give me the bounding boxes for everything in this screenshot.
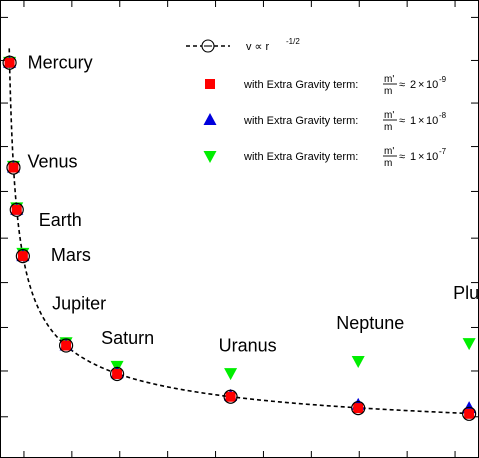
planet-labels: Mercury Venus Earth Mars Jupiter Saturn Uranus…: [27, 53, 479, 356]
point-square-venus: [8, 162, 19, 173]
point-square-saturn: [112, 368, 123, 379]
point-square-uranus: [225, 391, 236, 402]
planet-label-venus: Venus: [27, 152, 77, 172]
legend-ratio-base: 1: [410, 115, 416, 127]
legend-ratio-numerator: m': [384, 146, 394, 157]
point-square-pluto: [464, 408, 475, 419]
point-model-saturn: [109, 366, 125, 382]
planet-label-pluto: Pluto: [453, 283, 479, 303]
legend-ratio-denominator: m: [384, 86, 392, 97]
legend-model-label: v ∝ r: [246, 41, 269, 53]
point-model-earth: [9, 202, 24, 217]
point-model-mars: [15, 249, 30, 264]
point-triangle-down-uranus: [224, 368, 238, 381]
legend-ratio-numerator: m': [384, 74, 394, 85]
legend-marker-triangle-down: [203, 151, 217, 163]
point-triangle-down-neptune: [351, 355, 365, 368]
point-model-pluto: [462, 406, 477, 421]
legend-marker-triangle-up: [203, 113, 217, 125]
planet-label-mercury: Mercury: [28, 53, 93, 73]
legend-series-label: with Extra Gravity term:: [243, 79, 358, 91]
point-triangle-down-pluto: [462, 338, 476, 351]
point-square-mars: [17, 251, 28, 262]
planet-label-earth: Earth: [39, 210, 82, 230]
legend-ratio-base: 2: [410, 79, 416, 91]
legend-approx: ≈: [399, 79, 405, 91]
legend-ratio-denominator: m: [384, 122, 392, 133]
planet-label-neptune: Neptune: [336, 313, 404, 333]
point-square-neptune: [353, 403, 364, 414]
point-model-neptune: [351, 401, 366, 416]
legend-marker-square: [205, 79, 215, 89]
point-square-earth: [11, 204, 22, 215]
point-model-mercury: [2, 55, 17, 70]
legend-ratio-denominator: m: [384, 158, 392, 169]
legend-series-label: with Extra Gravity term:: [243, 151, 358, 163]
planet-label-jupiter: Jupiter: [52, 294, 106, 314]
data-marks: [2, 55, 477, 421]
legend-ratio-base: 1: [410, 151, 416, 163]
legend-ratio-exponent: -8: [439, 111, 447, 120]
planet-label-uranus: Uranus: [219, 336, 277, 356]
legend-model-exponent: -1/2: [286, 37, 300, 46]
planet-label-mars: Mars: [51, 245, 91, 265]
point-model-venus: [6, 160, 21, 175]
legend-approx: ≈: [399, 151, 405, 163]
point-square-mercury: [4, 57, 15, 68]
legend-ten: 10: [426, 79, 438, 91]
point-square-jupiter: [61, 340, 72, 351]
legend-approx: ≈: [399, 115, 405, 127]
legend-times: ×: [418, 79, 424, 91]
legend-times: ×: [418, 151, 424, 163]
legend-ten: 10: [426, 151, 438, 163]
legend-series-label: with Extra Gravity term:: [243, 115, 358, 127]
legend-ratio-exponent: -9: [439, 75, 447, 84]
point-model-jupiter: [58, 338, 74, 353]
legend-ratio-exponent: -7: [439, 147, 447, 156]
planet-label-saturn: Saturn: [101, 328, 154, 348]
legend-ratio-numerator: m': [384, 110, 394, 121]
legend-ten: 10: [426, 115, 438, 127]
legend-times: ×: [418, 115, 424, 127]
point-model-uranus: [223, 389, 238, 404]
